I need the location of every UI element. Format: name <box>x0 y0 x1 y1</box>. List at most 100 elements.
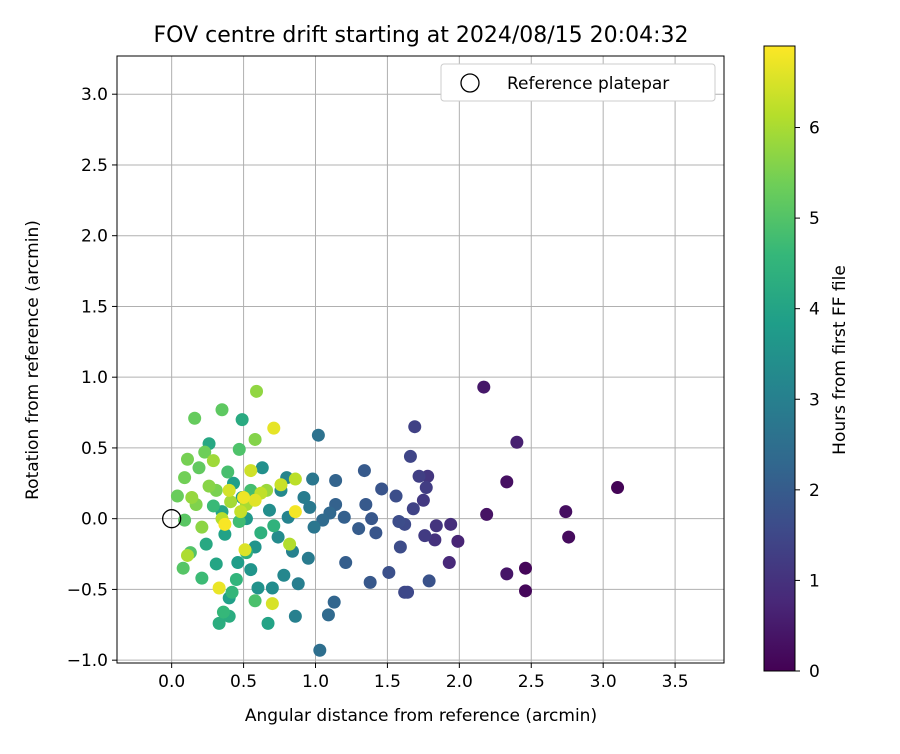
y-axis-label: Rotation from reference (arcmin) <box>23 220 43 500</box>
data-point <box>199 537 213 551</box>
data-point <box>254 526 268 540</box>
data-point <box>234 505 248 519</box>
data-point <box>401 585 415 599</box>
data-point <box>248 432 262 446</box>
data-point <box>451 534 465 548</box>
data-point <box>611 481 625 495</box>
data-point <box>218 517 232 531</box>
data-point <box>222 483 236 497</box>
colorbar-tick-label: 1 <box>809 571 820 591</box>
data-point <box>444 517 458 531</box>
data-point <box>180 452 194 466</box>
data-point <box>224 495 238 509</box>
data-point <box>185 490 199 504</box>
y-tick-label: 3.0 <box>81 85 108 105</box>
data-point <box>283 537 297 551</box>
data-point <box>382 565 396 579</box>
data-point <box>221 465 235 479</box>
data-point <box>297 490 311 504</box>
data-point <box>416 493 430 507</box>
data-point <box>262 503 276 517</box>
data-point <box>267 519 281 533</box>
data-point <box>428 533 442 547</box>
colorbar-tick-label: 5 <box>809 209 820 229</box>
data-point <box>188 411 202 425</box>
y-tick-label: −0.5 <box>67 580 108 600</box>
y-tick-label: 0.0 <box>81 510 108 530</box>
scatter-points <box>170 380 625 657</box>
data-point <box>170 489 184 503</box>
data-point <box>215 403 229 417</box>
data-point <box>212 581 226 595</box>
data-point <box>562 530 576 544</box>
data-point <box>389 489 403 503</box>
data-point <box>178 471 192 485</box>
x-tick-label: 0.0 <box>158 672 185 692</box>
data-point <box>216 605 230 619</box>
legend-entry-reference-platepar: Reference platepar <box>507 74 669 94</box>
data-point <box>429 519 443 533</box>
reference-marker-layer <box>162 509 182 529</box>
x-tick-label: 2.0 <box>446 672 473 692</box>
data-point <box>321 608 335 622</box>
data-point <box>303 500 317 514</box>
colorbar <box>763 45 796 672</box>
data-point <box>393 540 407 554</box>
data-point <box>265 581 279 595</box>
x-axis-ticks: 0.0 0.5 1.0 1.5 2.0 2.5 3.0 3.5 <box>158 663 689 692</box>
data-point <box>206 499 220 513</box>
data-point <box>412 469 426 483</box>
data-point <box>195 520 209 534</box>
data-point <box>271 530 285 544</box>
data-point <box>229 573 243 587</box>
data-point <box>339 556 353 570</box>
data-point <box>261 616 275 630</box>
data-point <box>359 498 373 512</box>
data-point <box>500 567 514 581</box>
x-tick-label: 2.5 <box>518 672 545 692</box>
y-tick-label: 1.0 <box>81 368 108 388</box>
colorbar-tick-label: 0 <box>809 662 820 682</box>
x-axis-label: Angular distance from reference (arcmin) <box>245 706 597 726</box>
y-axis-ticks: −1.0 −0.5 0.0 0.5 1.0 1.5 2.0 2.5 3.0 <box>67 85 117 671</box>
data-point <box>306 472 320 486</box>
legend-reference-marker <box>460 73 480 93</box>
y-tick-label: 2.5 <box>81 156 108 176</box>
data-point <box>357 464 371 478</box>
data-point <box>274 478 288 492</box>
grid-lines <box>117 56 724 663</box>
x-tick-label: 3.5 <box>662 672 689 692</box>
data-point <box>248 594 262 608</box>
data-point <box>480 507 494 521</box>
data-point <box>477 380 491 394</box>
x-tick-label: 1.5 <box>374 672 401 692</box>
data-point <box>365 512 379 526</box>
data-point <box>369 526 383 540</box>
data-point <box>337 510 351 524</box>
data-point <box>209 557 223 571</box>
data-point <box>244 464 258 478</box>
data-point <box>237 490 251 504</box>
data-point <box>248 493 262 507</box>
data-point <box>176 561 190 575</box>
data-point <box>408 420 422 434</box>
data-point <box>559 505 573 519</box>
legend: Reference platepar <box>440 63 716 102</box>
data-point <box>510 435 524 449</box>
legend-box <box>440 63 716 102</box>
data-point <box>265 597 279 611</box>
colorbar-tick-label: 3 <box>809 390 820 410</box>
colorbar-tick-label: 2 <box>809 481 820 501</box>
data-point <box>288 505 302 519</box>
data-point <box>406 502 420 516</box>
y-tick-label: 1.5 <box>81 297 108 317</box>
data-point <box>235 413 249 427</box>
data-point <box>244 563 258 577</box>
data-point <box>195 571 209 585</box>
data-point <box>500 475 514 489</box>
data-point <box>442 556 456 570</box>
colorbar-label: Hours from first FF file <box>830 265 850 455</box>
data-point <box>419 481 433 495</box>
data-point <box>519 561 533 575</box>
data-point <box>267 421 281 435</box>
